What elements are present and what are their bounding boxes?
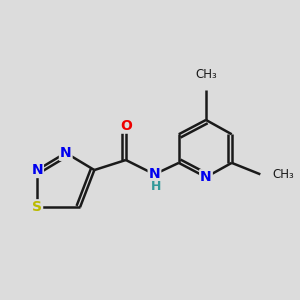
Text: O: O xyxy=(120,119,132,133)
Text: CH₃: CH₃ xyxy=(195,68,217,81)
Text: N: N xyxy=(31,163,43,177)
Text: N: N xyxy=(60,146,71,160)
Text: S: S xyxy=(32,200,42,214)
Text: CH₃: CH₃ xyxy=(272,168,294,181)
Text: N: N xyxy=(148,167,160,181)
Text: H: H xyxy=(151,180,161,193)
Text: N: N xyxy=(200,170,212,184)
